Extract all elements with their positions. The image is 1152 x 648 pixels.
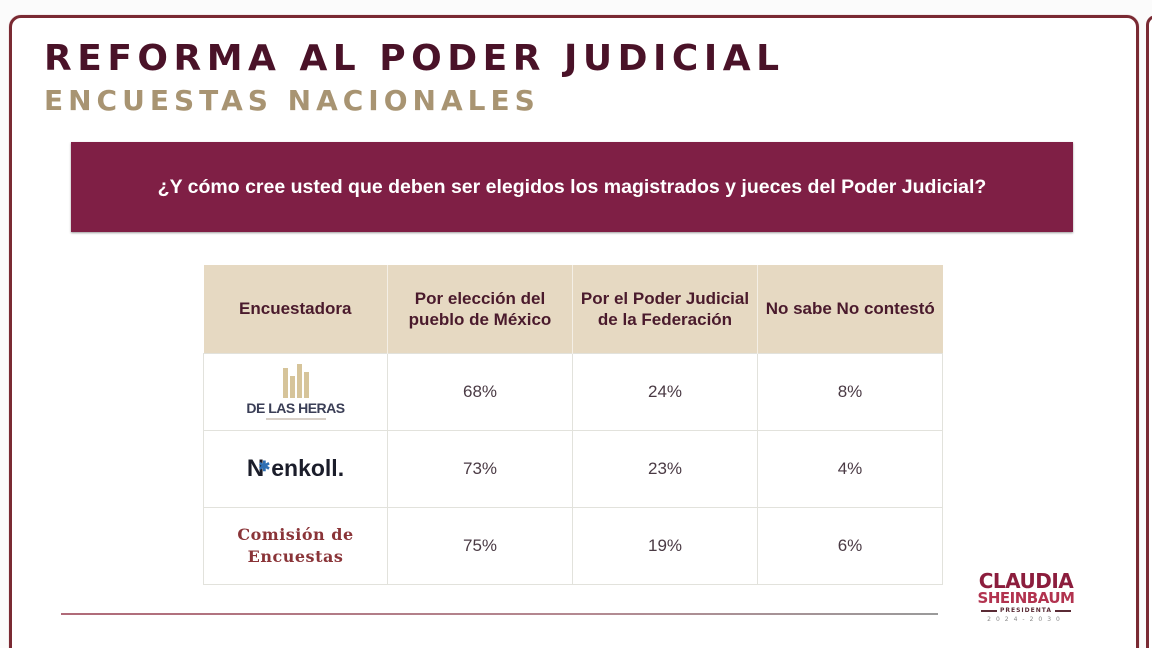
next-slide-edge <box>1146 15 1152 648</box>
claudia-sheinbaum-logo: CLAUDIA SHEINBAUM PRESIDENTA 2024-2030 <box>964 571 1088 623</box>
de-las-heras-tagline <box>265 417 326 420</box>
brand-last-name: SHEINBAUM <box>977 589 1075 607</box>
pollster-cell: DE LAS HERAS <box>203 352 388 431</box>
table-header-row: Encuestadora Por elección del pueblo de … <box>203 265 943 353</box>
pollster-cell: N ✱ enkoll. <box>203 429 388 508</box>
brand-role-text: PRESIDENTA <box>999 607 1053 614</box>
table-row: Comisión de Encuestas 75% 19% 6% <box>203 506 943 585</box>
brand-role: PRESIDENTA <box>964 607 1088 614</box>
value-popular-election: 75% <box>387 506 573 585</box>
enkoll-mark-icon: N ✱ <box>246 454 271 482</box>
divider <box>980 609 997 612</box>
value-no-answer: 8% <box>757 352 943 431</box>
value-judicial-power: 19% <box>572 506 758 585</box>
value-popular-election: 68% <box>387 352 573 431</box>
pollster-name: DE LAS HERAS <box>246 399 345 416</box>
value-judicial-power: 24% <box>572 352 758 431</box>
header-pollster: Encuestadora <box>203 265 388 353</box>
header-popular-election: Por elección del pueblo de México <box>387 265 573 353</box>
pollster-name: enkoll. <box>271 455 345 481</box>
value-judicial-power: 23% <box>572 429 758 508</box>
footer-divider <box>61 613 938 615</box>
question-banner: ¿Y cómo cree usted que deben ser elegido… <box>71 142 1073 232</box>
divider <box>1055 609 1072 612</box>
table-row: N ✱ enkoll. 73% 23% 4% <box>203 429 943 508</box>
de-las-heras-logo: DE LAS HERAS <box>204 363 387 420</box>
value-popular-election: 73% <box>387 429 573 508</box>
brand-years: 2024-2030 <box>987 616 1065 623</box>
de-las-heras-mark-icon <box>282 363 309 398</box>
slide-subtitle: ENCUESTAS NACIONALES <box>44 84 540 117</box>
header-no-answer: No sabe No contestó <box>757 265 943 353</box>
value-no-answer: 6% <box>757 506 943 585</box>
table-row: DE LAS HERAS 68% 24% 8% <box>203 352 943 431</box>
question-text: ¿Y cómo cree usted que deben ser elegido… <box>157 176 987 198</box>
pollster-cell: Comisión de Encuestas <box>203 506 388 585</box>
enkoll-logo: N ✱ enkoll. <box>204 455 387 483</box>
poll-results-table: Encuestadora Por elección del pueblo de … <box>203 265 943 585</box>
brand-first-name: CLAUDIA <box>978 569 1074 593</box>
slide-title: REFORMA AL PODER JUDICIAL <box>44 38 785 79</box>
comision-de-encuestas-wordmark: Comisión de Encuestas <box>237 524 354 566</box>
header-judicial-power: Por el Poder Judicial de la Federación <box>572 265 758 353</box>
value-no-answer: 4% <box>757 429 943 508</box>
